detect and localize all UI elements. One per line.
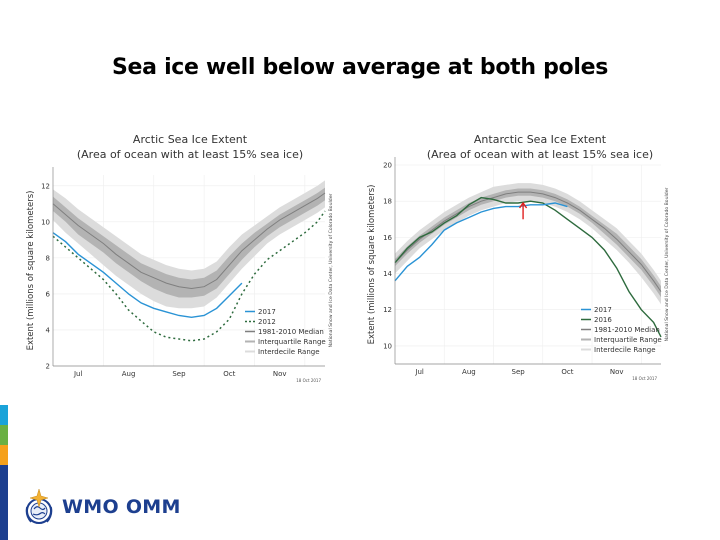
y-tick-label: 10 <box>41 218 50 226</box>
legend-label: 1981-2010 Median <box>258 328 324 336</box>
x-tick-label: Nov <box>610 368 624 376</box>
legend-label: Interquartile Range <box>258 338 326 346</box>
y-tick-label: 6 <box>46 290 51 298</box>
legend-label: 2012 <box>258 318 276 326</box>
legend-label: Interdecile Range <box>594 346 656 354</box>
y-tick-label: 12 <box>383 306 392 314</box>
antarctic-chart-svg: Antarctic Sea Ice Extent (Area of ocean w… <box>367 133 670 381</box>
y-tick-label: 10 <box>383 342 392 350</box>
band-interdecile-range <box>53 180 325 309</box>
series-line-2016 <box>394 196 662 338</box>
x-tick-label: Sep <box>512 368 526 376</box>
x-tick-label: Oct <box>561 368 573 376</box>
x-tick-label: Jul <box>414 368 424 376</box>
series-line-2012 <box>52 210 326 342</box>
y-tick-label: 8 <box>46 254 50 262</box>
chart-subtitle: (Area of ocean with at least 15% sea ice… <box>77 148 303 161</box>
legend-label: 2017 <box>594 306 612 314</box>
y-tick-label: 14 <box>383 270 392 278</box>
annotation-arrow-head <box>519 201 528 209</box>
x-tick-label: Nov <box>273 370 287 378</box>
brand-stripe-blue <box>0 405 8 425</box>
series-line-2017 <box>52 232 243 319</box>
credit-text: National Snow and Ice Data Center, Unive… <box>328 193 334 347</box>
y-tick-label: 16 <box>383 234 392 242</box>
chart-subtitle: (Area of ocean with at least 15% sea ice… <box>427 148 653 161</box>
legend-label: 1981-2010 Median <box>594 326 660 334</box>
y-tick-label: 2 <box>46 363 50 371</box>
legend-label: Interdecile Range <box>258 348 320 356</box>
date-stamp: 18 Oct 2017 <box>296 378 321 383</box>
slide-title: Sea ice well below average at both poles <box>112 55 608 80</box>
series-line-2017 <box>394 202 568 282</box>
arctic-chart: Arctic Sea Ice Extent (Area of ocean with… <box>0 120 360 400</box>
x-tick-label: Jul <box>73 370 83 378</box>
series-median-line <box>52 192 326 290</box>
x-tick-label: Sep <box>172 370 186 378</box>
y-tick-label: 4 <box>46 326 51 334</box>
x-tick-label: Aug <box>122 370 136 378</box>
wmo-logo: WMO OMM <box>22 487 181 527</box>
x-tick-label: Oct <box>223 370 235 378</box>
legend-label: Interquartile Range <box>594 336 662 344</box>
y-axis-label: Extent (millions of square kilometers) <box>26 191 36 351</box>
y-tick-label: 12 <box>41 182 50 190</box>
logo-text: WMO OMM <box>62 496 181 518</box>
y-tick-label: 20 <box>383 162 392 170</box>
chart-title: Antarctic Sea Ice Extent <box>474 133 607 146</box>
brand-stripe-green <box>0 425 8 445</box>
legend-label: 2016 <box>594 316 612 324</box>
y-axis-label: Extent (millions of square kilometers) <box>367 185 377 345</box>
series-median-line <box>394 191 662 292</box>
arctic-chart-svg: Arctic Sea Ice Extent (Area of ocean with… <box>26 133 334 383</box>
antarctic-chart: Antarctic Sea Ice Extent (Area of ocean w… <box>360 120 720 400</box>
chart-title: Arctic Sea Ice Extent <box>133 133 248 146</box>
brand-stripe-navy <box>0 465 8 540</box>
date-stamp: 18 Oct 2017 <box>632 376 657 381</box>
y-tick-label: 18 <box>383 198 392 206</box>
wmo-emblem-icon <box>25 488 53 524</box>
x-tick-label: Aug <box>462 368 476 376</box>
brand-stripe-orange <box>0 445 8 465</box>
legend-label: 2017 <box>258 308 276 316</box>
credit-text: National Snow and Ice Data Center, Unive… <box>664 187 670 341</box>
band-interquartile-range <box>53 187 325 298</box>
